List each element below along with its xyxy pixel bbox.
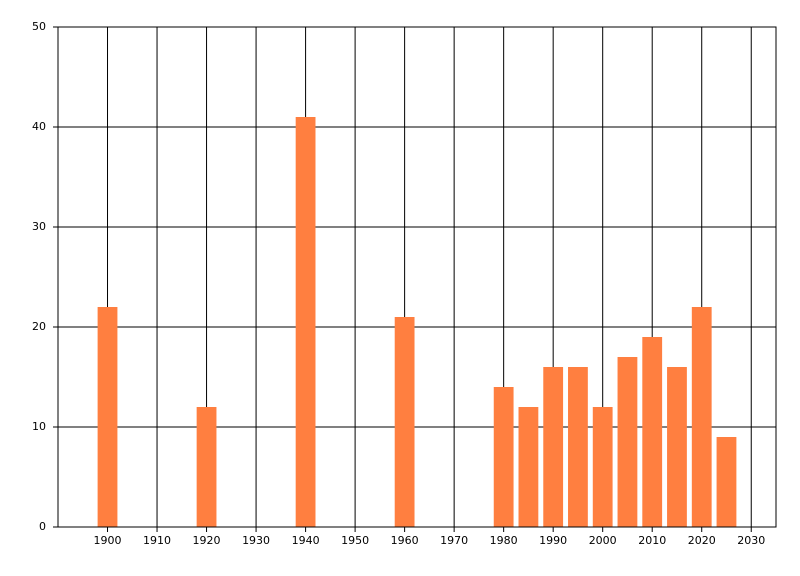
bar [295,117,316,527]
x-tick-label: 1960 [391,534,419,547]
x-tick-label: 2020 [688,534,716,547]
x-tick-label: 1980 [490,534,518,547]
x-tick-label: 1900 [94,534,122,547]
x-tick-label: 1990 [539,534,567,547]
x-tick-label: 1950 [341,534,369,547]
y-tick-label: 0 [39,520,46,533]
y-tick-label: 10 [32,420,46,433]
x-tick-label: 2010 [638,534,666,547]
y-tick-label: 40 [32,120,46,133]
y-tick-label: 20 [32,320,46,333]
x-tick-label: 1910 [143,534,171,547]
x-tick-label: 1920 [193,534,221,547]
bar [691,307,712,527]
bars [97,117,737,527]
bar [196,407,217,527]
bar [642,337,663,527]
bar [568,367,588,527]
y-tick-label: 30 [32,220,46,233]
plot-frame [57,26,777,528]
x-tick-label: 1970 [440,534,468,547]
x-tick-label: 1940 [292,534,320,547]
bar [394,317,415,527]
bar [592,407,613,527]
bar [667,367,687,527]
bar [518,407,539,527]
bar [716,437,737,527]
bar [543,367,564,527]
bar [617,357,638,527]
x-tick-label: 1930 [242,534,270,547]
x-tick-label: 2030 [737,534,765,547]
bar [97,307,118,527]
x-tick-label: 2000 [589,534,617,547]
y-tick-label: 50 [32,20,46,33]
bar [493,387,514,527]
